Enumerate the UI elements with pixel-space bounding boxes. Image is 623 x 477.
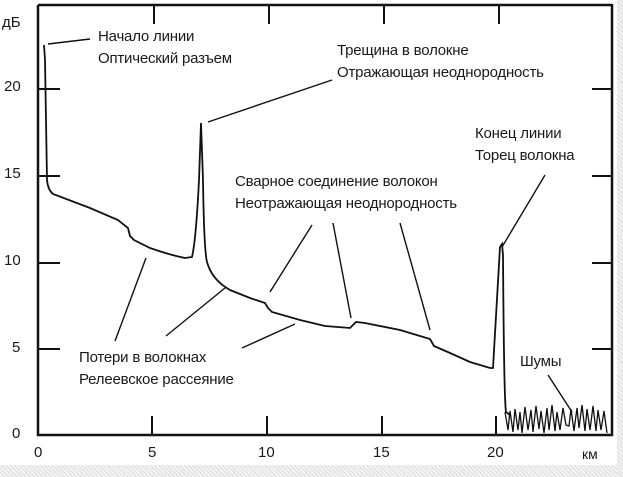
label-fiber-loss: Потери в волокнах — [79, 349, 207, 366]
x-tick-5: 5 — [148, 444, 157, 461]
y-tick-10: 10 — [4, 252, 21, 269]
label-line-start: Начало линии — [98, 28, 195, 45]
leader-lines — [47, 38, 573, 413]
scan-edge-bottom — [0, 465, 623, 477]
label-fiber-crack: Трещина в волокне — [337, 42, 469, 59]
label-fusion-splice: Сварное соединение волокон — [235, 173, 438, 190]
label-connector: Оптический разъем — [98, 50, 232, 67]
axes-frame — [36, 3, 614, 437]
label-nonreflective-event: Неотражающая неоднородность — [235, 195, 457, 212]
x-axis-unit: км — [582, 446, 598, 462]
x-tick-10: 10 — [258, 444, 275, 461]
label-fiber-end-face: Торец волокна — [475, 147, 575, 164]
y-tick-0: 0 — [12, 425, 21, 442]
scan-edge-right — [617, 0, 623, 477]
x-tick-0: 0 — [34, 444, 43, 461]
y-tick-15: 15 — [4, 165, 21, 182]
label-line-end: Конец линии — [475, 125, 562, 142]
x-tick-15: 15 — [373, 444, 390, 461]
label-rayleigh-scattering: Релеевское рассеяние — [79, 371, 234, 388]
noise-trace — [504, 404, 608, 434]
label-noise: Шумы — [520, 353, 562, 370]
y-tick-5: 5 — [12, 339, 21, 356]
x-tick-20: 20 — [487, 444, 504, 461]
y-axis-unit: дБ — [2, 14, 21, 31]
y-tick-20: 20 — [4, 78, 21, 95]
reflectogram-trace — [43, 44, 511, 416]
label-reflective-event: Отражающая неоднородность — [337, 64, 544, 81]
